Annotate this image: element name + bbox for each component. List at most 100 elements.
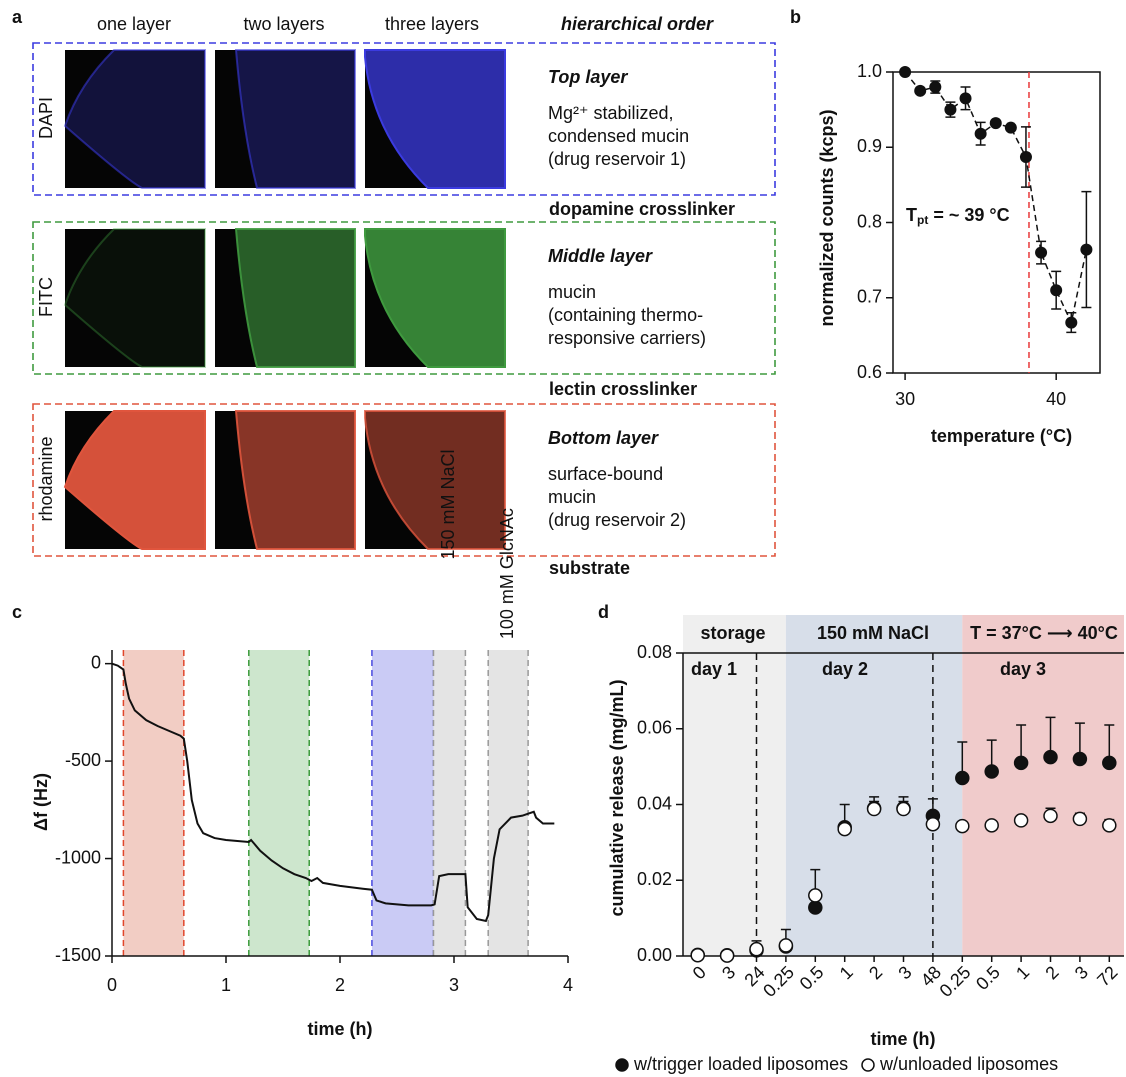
data-point xyxy=(808,900,823,915)
data-point xyxy=(1050,284,1063,297)
y-tick-label: 0.9 xyxy=(857,136,882,156)
y-tick-label: 0.04 xyxy=(637,793,672,813)
y-tick-label: 0.6 xyxy=(857,362,882,382)
annotation: Tpt = ~ 39 °C xyxy=(906,205,1010,227)
legend-label: w/unloaded liposomes xyxy=(879,1054,1058,1074)
x-tick-label: 1 xyxy=(836,962,857,983)
stain-label: DAPI xyxy=(36,97,56,139)
x-axis-label: time (h) xyxy=(308,1019,373,1039)
data-point xyxy=(808,888,823,903)
treatment-region xyxy=(371,650,434,956)
data-point xyxy=(1035,246,1048,259)
x-tick-label: 1 xyxy=(1012,962,1033,983)
x-axis-label: time (h) xyxy=(871,1029,936,1049)
x-tick-label: 0.25 xyxy=(759,962,798,1001)
trend-line xyxy=(904,71,1088,325)
x-tick-label: 3 xyxy=(718,962,739,983)
x-tick-label: 2 xyxy=(335,975,345,995)
panel-label: a xyxy=(12,7,23,27)
data-point xyxy=(959,92,972,105)
phase-label: 150 mM NaCl xyxy=(817,623,929,643)
data-point xyxy=(1043,808,1058,824)
linker-label: lectin crosslinker xyxy=(549,379,697,399)
micrograph-edge xyxy=(364,49,506,189)
micrograph xyxy=(65,229,205,367)
data-point xyxy=(1102,818,1117,833)
linker-label: dopamine crosslinker xyxy=(549,199,735,219)
annotation-part: pt xyxy=(917,213,928,227)
data-point xyxy=(1013,813,1029,828)
y-tick-label: -500 xyxy=(65,750,101,770)
x-tick-label: 40 xyxy=(1046,389,1066,409)
y-axis-label: normalized counts (kcps) xyxy=(817,109,837,326)
data-point xyxy=(837,821,852,837)
x-tick-label: 3 xyxy=(894,962,915,983)
data-point xyxy=(866,801,882,817)
treatment-region xyxy=(488,650,529,956)
layer-box xyxy=(32,42,776,196)
data-point xyxy=(989,117,1002,130)
layer-title: Bottom layer xyxy=(548,428,659,448)
stain-label: FITC xyxy=(36,277,56,317)
y-axis-label: cumulative release (mg/mL) xyxy=(607,679,627,916)
region-label: 150 mM NaCl xyxy=(438,449,458,559)
data-point xyxy=(929,81,942,94)
treatment-region xyxy=(248,650,310,956)
data-point xyxy=(749,941,764,957)
micrograph-signal xyxy=(236,229,355,367)
data-point xyxy=(974,127,987,140)
column-header: hierarchical order xyxy=(561,14,714,34)
micrograph-edge xyxy=(63,228,206,368)
x-tick-label: 0.5 xyxy=(796,962,828,994)
layer-box xyxy=(32,221,776,375)
data-point xyxy=(944,103,957,116)
micrograph-edge xyxy=(234,49,356,189)
layer-description: surface-bound xyxy=(548,464,663,484)
x-tick-label: 2 xyxy=(865,962,886,983)
layer-title: Top layer xyxy=(548,67,628,87)
data-point xyxy=(719,948,735,963)
data-point xyxy=(778,938,794,953)
y-tick-label: 0.02 xyxy=(637,869,672,889)
y-tick-label: 0.00 xyxy=(637,945,672,965)
x-tick-label: 3 xyxy=(1071,962,1092,983)
micrograph-signal xyxy=(65,50,205,188)
micrograph-signal xyxy=(65,229,205,367)
day-label: day 3 xyxy=(1000,659,1046,679)
legend-marker xyxy=(615,1058,629,1072)
data-point xyxy=(1072,751,1088,767)
micrograph-edge xyxy=(234,410,356,550)
column-header: three layers xyxy=(385,14,479,34)
layer-description: (drug reservoir 2) xyxy=(548,510,686,530)
treatment-region xyxy=(433,650,466,956)
data-point xyxy=(1013,755,1029,771)
micrograph-edge xyxy=(364,410,506,550)
region-label: 100 mM GlcNAc xyxy=(497,508,517,639)
layer-description: mucin xyxy=(548,487,596,507)
phase-label: T = 37°C ⟶ 40°C xyxy=(970,623,1118,643)
data-point xyxy=(1080,243,1093,256)
annotation-part: = ~ 39 °C xyxy=(928,205,1009,225)
data-point xyxy=(984,764,999,779)
micrograph-signal xyxy=(65,411,205,549)
data-point xyxy=(955,770,970,786)
phase-label: storage xyxy=(700,623,765,643)
y-tick-label: -1000 xyxy=(55,847,101,867)
layer-title: Middle layer xyxy=(548,246,653,266)
micrograph-signal xyxy=(236,411,355,549)
y-tick-label: 0.7 xyxy=(857,287,882,307)
layer-description: (drug reservoir 1) xyxy=(548,149,686,169)
data-point xyxy=(896,801,911,817)
column-header: one layer xyxy=(97,14,171,34)
micrograph-edge xyxy=(63,410,206,550)
micrograph-edge xyxy=(234,228,356,368)
data-point xyxy=(1065,316,1078,329)
data-point xyxy=(1043,749,1058,765)
data-point xyxy=(925,816,941,832)
layer-box xyxy=(32,403,776,557)
y-tick-label: 0.8 xyxy=(857,211,882,231)
panel-label: c xyxy=(12,602,22,622)
layer-description: mucin xyxy=(548,282,596,302)
x-axis-label: temperature (°C) xyxy=(931,426,1072,446)
